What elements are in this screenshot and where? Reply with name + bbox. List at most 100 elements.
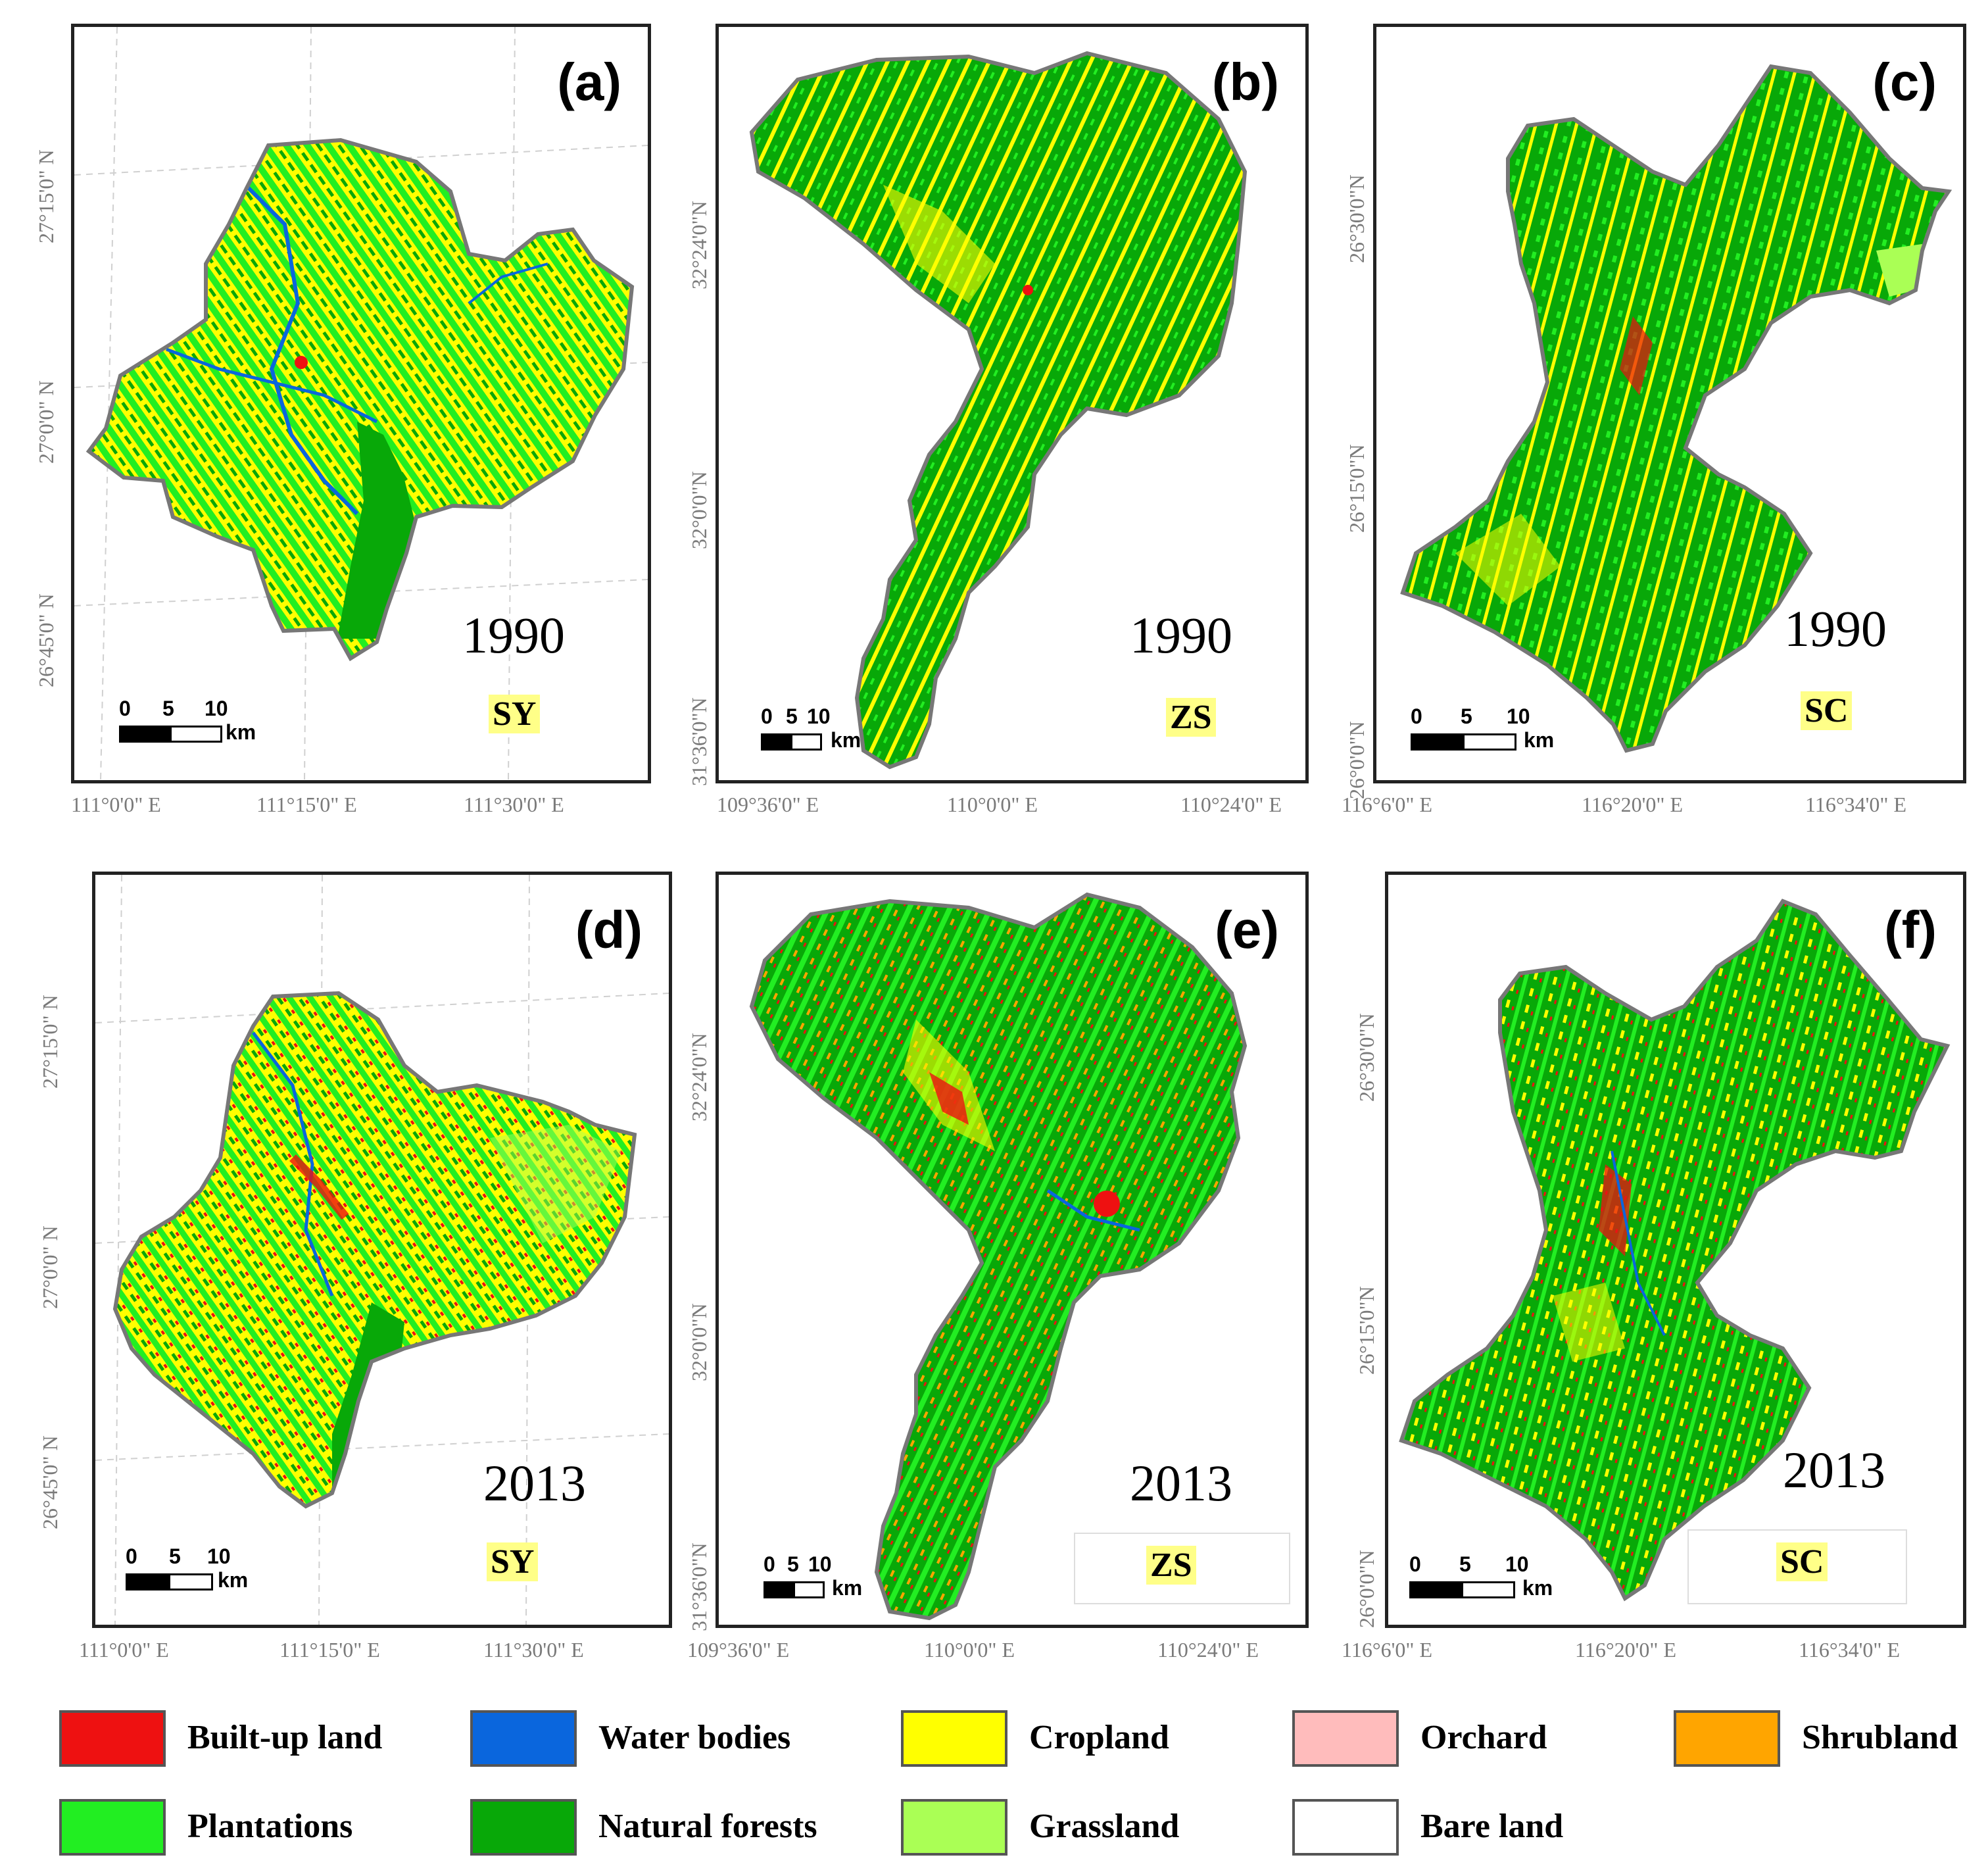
lon-tick-e-1: 110°0'0" E <box>924 1638 1015 1662</box>
scale-tick-5: 5 <box>1461 704 1472 728</box>
region-label-f: SC <box>1776 1542 1828 1581</box>
lat-tick-f-2: 26°0'0"N <box>1355 1550 1378 1628</box>
lon-tick-c-2: 116°34'0" E <box>1805 793 1906 816</box>
scale-unit: km <box>218 1568 249 1592</box>
scale-unit: km <box>832 1576 863 1600</box>
lon-tick-d-2: 111°30'0" E <box>483 1638 584 1662</box>
scale-bar-f: 0 5 10 km <box>1409 1552 1580 1612</box>
scale-bar-c: 0 5 10 km <box>1411 704 1582 764</box>
map-panel-d: (d) 2013 SY 0 5 10 km <box>92 872 672 1628</box>
legend-label: Shrubland <box>1802 1719 1958 1756</box>
scale-tick-5: 5 <box>169 1544 181 1568</box>
year-label-d: 2013 <box>483 1454 586 1512</box>
scale-bar-b: 0 5 10 km <box>761 704 892 764</box>
scale-unit: km <box>1522 1576 1553 1600</box>
region-box-e <box>1074 1533 1290 1604</box>
lat-tick-f-1: 26°15'0"N <box>1355 1286 1378 1375</box>
legend-swatch <box>1292 1710 1399 1767</box>
legend-label: Plantations <box>187 1808 353 1845</box>
legend-label: Cropland <box>1029 1719 1169 1756</box>
lat-tick-a-1: 27°0'0" N <box>34 380 58 464</box>
panel-label-f: (f) <box>1884 900 1937 959</box>
scale-unit: km <box>1524 728 1555 752</box>
legend-label: Orchard <box>1420 1719 1547 1756</box>
panel-label-b: (b) <box>1211 53 1279 111</box>
map-panel-f: (f) 2013 SC 0 5 10 km <box>1385 872 1966 1628</box>
panel-label-a: (a) <box>557 53 621 111</box>
scale-tick-5: 5 <box>162 697 174 720</box>
scale-tick-5: 5 <box>1459 1552 1471 1576</box>
region-box-f <box>1687 1529 1907 1604</box>
scale-tick-0: 0 <box>1409 1552 1421 1576</box>
lon-tick-a-1: 111°15'0" E <box>256 793 357 816</box>
legend-swatch <box>59 1799 166 1856</box>
legend-swatch <box>1292 1799 1399 1856</box>
lat-tick-a-0: 27°15'0" N <box>34 149 58 243</box>
lon-tick-c-1: 116°20'0" E <box>1582 793 1683 816</box>
lon-tick-b-0: 109°36'0" E <box>717 793 819 816</box>
region-label-d: SY <box>487 1542 539 1581</box>
sy-2013-map <box>95 875 669 1625</box>
region-label-e: ZS <box>1146 1546 1196 1585</box>
lon-tick-a-0: 111°0'0" E <box>71 793 161 816</box>
scale-tick-10: 10 <box>1505 1552 1529 1576</box>
year-label-e: 2013 <box>1130 1454 1232 1512</box>
scale-tick-0: 0 <box>1411 704 1422 728</box>
legend-label: Water bodies <box>598 1719 791 1756</box>
scale-tick-10: 10 <box>808 1552 832 1576</box>
legend-swatch <box>470 1799 577 1856</box>
scale-bar-a: 0 5 10 km <box>119 697 290 756</box>
zs-2013-map <box>719 875 1305 1625</box>
lon-tick-d-1: 111°15'0" E <box>279 1638 380 1662</box>
region-label-b: ZS <box>1166 698 1216 737</box>
sy-1990-map <box>74 27 648 780</box>
scale-tick-0: 0 <box>126 1544 137 1568</box>
zs-1990-map <box>719 27 1305 780</box>
legend-label: Grassland <box>1029 1808 1180 1845</box>
legend-swatch <box>59 1710 166 1767</box>
year-label-f: 2013 <box>1783 1441 1885 1498</box>
lon-tick-f-0: 116°6'0" E <box>1342 1638 1432 1662</box>
lon-tick-c-0: 116°6'0" E <box>1342 793 1432 816</box>
scale-tick-10: 10 <box>1507 704 1530 728</box>
scale-tick-0: 0 <box>119 697 131 720</box>
scale-tick-10: 10 <box>807 704 831 728</box>
region-label-a: SY <box>489 695 541 733</box>
map-panel-e: (e) 2013 ZS 0 5 10 km <box>715 872 1309 1628</box>
year-label-c: 1990 <box>1784 600 1887 657</box>
lat-tick-b-0: 32°24'0"N <box>687 201 711 289</box>
lat-tick-b-1: 32°0'0"N <box>687 471 711 549</box>
scale-unit: km <box>226 720 256 744</box>
legend-label: Built-up land <box>187 1719 383 1756</box>
lat-tick-c-2: 26°0'0"N <box>1345 721 1369 799</box>
legend-swatch <box>901 1799 1007 1856</box>
scale-tick-10: 10 <box>205 697 228 720</box>
lon-tick-b-1: 110°0'0" E <box>947 793 1038 816</box>
lon-tick-d-0: 111°0'0" E <box>79 1638 169 1662</box>
lat-tick-d-1: 27°0'0" N <box>38 1225 62 1309</box>
lon-tick-e-0: 109°36'0" E <box>687 1638 790 1662</box>
lat-tick-c-0: 26°30'0"N <box>1345 174 1369 263</box>
lon-tick-a-2: 111°30'0" E <box>464 793 564 816</box>
map-panel-a: (a) 1990 SY 0 5 10 km <box>71 24 651 783</box>
lat-tick-e-1: 32°0'0"N <box>687 1303 711 1381</box>
map-panel-b: (b) 1990 ZS 0 5 10 km <box>715 24 1309 783</box>
year-label-b: 1990 <box>1130 606 1232 664</box>
scale-bar-d: 0 5 10 km <box>126 1544 297 1604</box>
panel-label-c: (c) <box>1872 53 1937 111</box>
scale-tick-5: 5 <box>787 1552 799 1576</box>
region-label-c: SC <box>1801 691 1853 730</box>
sc-2013-map <box>1388 875 1963 1625</box>
scale-tick-10: 10 <box>207 1544 231 1568</box>
legend-swatch <box>901 1710 1007 1767</box>
scale-tick-5: 5 <box>786 704 798 728</box>
legend-swatch <box>1674 1710 1780 1767</box>
lat-tick-d-0: 27°15'0" N <box>38 995 62 1089</box>
lat-tick-c-1: 26°15'0"N <box>1345 444 1369 533</box>
scale-unit: km <box>831 728 861 752</box>
lat-tick-e-2: 31°36'0"N <box>687 1542 711 1631</box>
lat-tick-e-0: 32°24'0"N <box>687 1033 711 1122</box>
scale-tick-0: 0 <box>764 1552 775 1576</box>
lon-tick-f-2: 116°34'0" E <box>1799 1638 1900 1662</box>
lon-tick-b-2: 110°24'0" E <box>1180 793 1282 816</box>
